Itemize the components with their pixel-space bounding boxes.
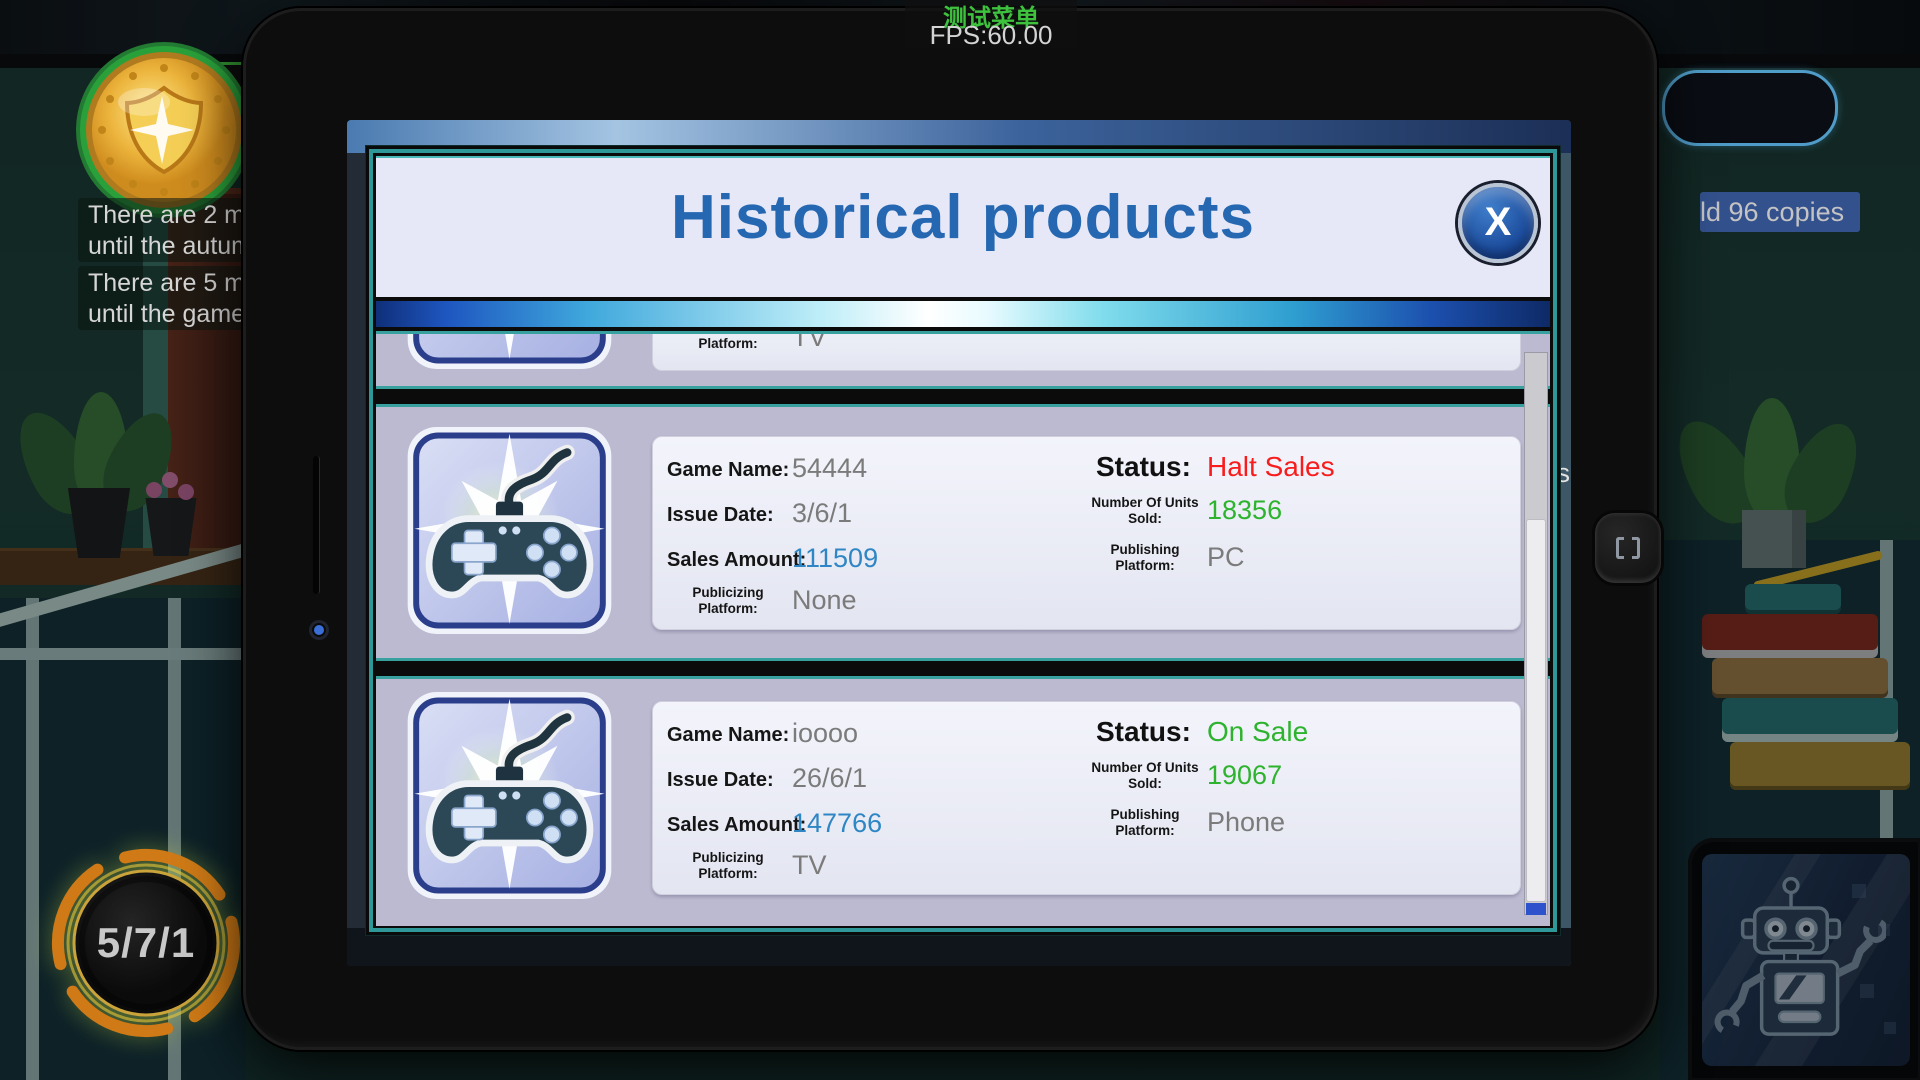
game-icon <box>407 692 612 899</box>
publicizing-platform-label: Publicizing Platform: <box>692 850 764 881</box>
gradient-bar <box>376 301 1550 327</box>
window-frame-bar <box>26 598 39 1080</box>
publicizing-platform-value: TV <box>792 850 827 880</box>
book <box>1702 614 1878 658</box>
message-line: until the game <box>88 300 246 328</box>
units-sold-value: 18356 <box>1207 495 1283 525</box>
message-line: There are 2 m <box>88 201 246 229</box>
tablet-home-button[interactable] <box>1595 513 1661 583</box>
game-name-label: Game Name: <box>667 459 790 481</box>
flower <box>146 482 162 498</box>
divider-line <box>376 297 1550 301</box>
flower <box>162 472 178 488</box>
sales-amount-label: Sales Amount: <box>667 814 807 836</box>
debug-overlay: 测试菜单 FPS:60.00 <box>905 0 1077 50</box>
message-line: until the autum <box>88 232 252 260</box>
screen-top-band <box>347 120 1571 153</box>
pixel-decoration <box>1852 884 1866 898</box>
row-divider <box>376 658 1550 679</box>
book <box>1722 698 1898 742</box>
shield-badge-icon[interactable] <box>74 40 254 220</box>
modal-title: Historical products <box>671 183 1255 252</box>
scrollbar-end-button[interactable] <box>1526 903 1546 915</box>
publishing-platform-value: PC <box>1207 542 1245 572</box>
sales-amount-value: 147766 <box>792 808 883 838</box>
pixel-decoration <box>1884 1022 1896 1034</box>
scrollbar-thumb[interactable] <box>1526 519 1546 902</box>
game-date: 5/7/1 <box>96 919 196 966</box>
status-value: Halt Sales <box>1207 451 1335 482</box>
historical-products-modal: Historical products X Platform: TV <box>373 153 1553 928</box>
product-info-panel: Game Name: ioooo Issue Date: 26/6/1 Sale… <box>652 701 1521 895</box>
issue-date-value: 26/6/1 <box>792 763 868 793</box>
divider-line <box>376 331 1550 334</box>
book <box>1745 584 1841 614</box>
notification-message: There are 5 m until the game <box>78 266 258 330</box>
debug-menu-label: 测试菜单 <box>943 5 1039 32</box>
game-icon <box>407 334 612 369</box>
publicizing-platform-value: TV <box>792 334 827 352</box>
issue-date-label: Issue Date: <box>667 769 774 791</box>
monitor-screen <box>1702 854 1910 1066</box>
window-frame-bar <box>0 648 246 660</box>
tablet-camera-lens <box>314 625 324 635</box>
close-button-label: X <box>1484 200 1512 244</box>
copies-sold-tag: ld 96 copies <box>1700 192 1860 232</box>
partial-product-row[interactable]: Platform: TV <box>376 334 1550 386</box>
screen-background <box>347 928 1571 966</box>
game-name-value: 54444 <box>792 453 868 483</box>
sales-amount-label: Sales Amount: <box>667 549 807 571</box>
publishing-platform-label: Publishing Platform: <box>1110 542 1180 573</box>
product-info-panel: Game Name: 54444 Issue Date: 3/6/1 Sales… <box>652 436 1521 630</box>
publicizing-platform-label: Publicizing Platform: <box>692 585 764 616</box>
plant-pot <box>1742 510 1806 568</box>
game-icon <box>407 427 612 634</box>
units-sold-value: 19067 <box>1207 760 1283 790</box>
publicizing-platform-value: None <box>792 585 857 615</box>
status-label: Status: <box>1096 716 1191 747</box>
modal-title-bar: Historical products X <box>376 156 1550 297</box>
notification-message: There are 2 m until the autum <box>78 198 258 262</box>
issue-date-label: Issue Date: <box>667 504 774 526</box>
units-sold-label: Number Of Units Sold: <box>1091 760 1199 791</box>
close-button[interactable]: X <box>1458 183 1538 263</box>
book <box>1730 742 1910 790</box>
issue-date-value: 3/6/1 <box>792 498 853 528</box>
flower <box>178 484 194 500</box>
game-name-label: Game Name: <box>667 724 790 746</box>
status-value: On Sale <box>1207 716 1309 747</box>
units-sold-label: Number Of Units Sold: <box>1091 495 1199 526</box>
publishing-platform-value: Phone <box>1207 807 1286 837</box>
divider-line <box>376 327 1550 331</box>
book <box>1712 658 1888 698</box>
pixel-decoration <box>1860 984 1874 998</box>
publicizing-platform-label: Platform: <box>698 336 758 351</box>
message-line: There are 5 m <box>88 269 246 297</box>
product-row[interactable]: Game Name: ioooo Issue Date: 26/6/1 Sale… <box>376 679 1550 926</box>
fps-counter: FPS:60.00 <box>929 20 1053 50</box>
product-info-panel-fragment: Platform: TV <box>652 334 1521 371</box>
screen-background <box>347 153 373 966</box>
game-name-value: ioooo <box>792 718 859 748</box>
tablet-screen: ts Historical products X Platform: TV <box>347 120 1571 966</box>
flower-pot <box>145 498 197 556</box>
home-button-icon <box>1616 537 1640 559</box>
obscured-text-fragment: ts <box>1549 458 1571 488</box>
plant-pot <box>67 488 131 558</box>
hud-capsule <box>1662 70 1838 146</box>
row-divider <box>376 386 1550 407</box>
product-row[interactable]: Game Name: 54444 Issue Date: 3/6/1 Sales… <box>376 407 1550 658</box>
tablet-volume-slit <box>313 456 320 594</box>
status-label: Status: <box>1096 451 1191 482</box>
publishing-platform-label: Publishing Platform: <box>1110 807 1180 838</box>
sales-amount-value: 111509 <box>792 543 879 573</box>
scrollbar-track[interactable] <box>1524 352 1548 915</box>
